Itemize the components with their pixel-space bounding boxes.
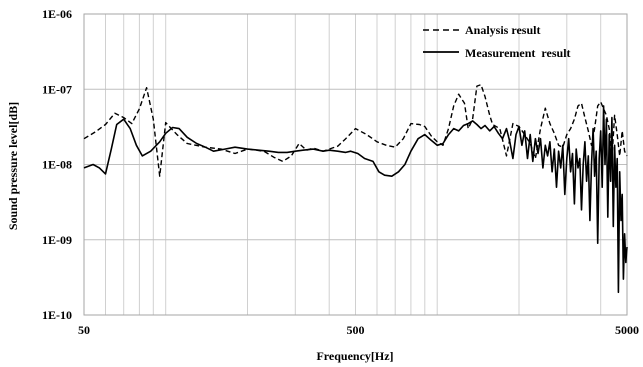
x-tick-label: 5000 bbox=[615, 323, 639, 337]
plot-area-frame bbox=[83, 13, 628, 316]
legend: Analysis result Measurement result bbox=[423, 23, 571, 60]
legend-label-analysis: Analysis result bbox=[465, 23, 540, 37]
tick-labels: 1E-06 1E-07 1E-08 1E-09 1E-10 50 500 5000 bbox=[42, 7, 639, 337]
y-tick-label: 1E-08 bbox=[42, 158, 72, 172]
legend-label-measurement: Measurement result bbox=[465, 46, 571, 60]
y-tick-label: 1E-09 bbox=[42, 233, 72, 247]
x-axis-label: Frequency[Hz] bbox=[316, 349, 393, 363]
y-tick-label: 1E-07 bbox=[42, 82, 72, 96]
series-group bbox=[83, 84, 628, 294]
series-line-measurement bbox=[83, 105, 628, 294]
y-tick-label: 1E-10 bbox=[42, 308, 72, 322]
y-tick-label: 1E-06 bbox=[42, 7, 72, 21]
x-tick-label: 50 bbox=[78, 323, 90, 337]
x-tick-label: 500 bbox=[347, 323, 365, 337]
y-axis-label: Sound pressure level[dB] bbox=[6, 102, 20, 230]
